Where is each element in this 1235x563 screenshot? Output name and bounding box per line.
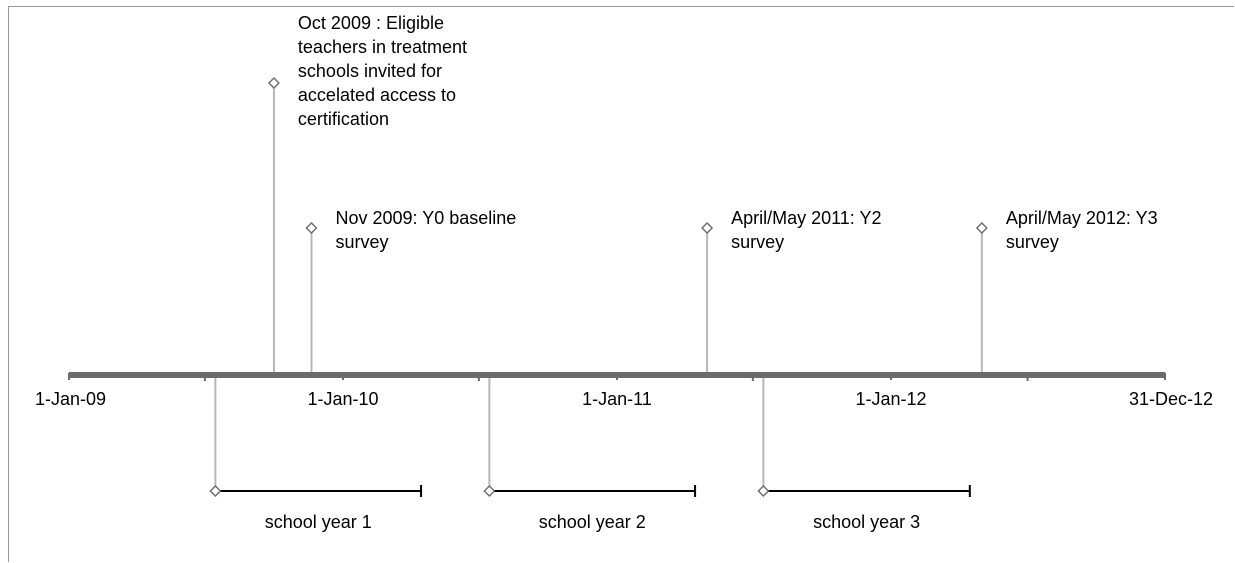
period-start-marker — [757, 485, 770, 497]
event-label: Nov 2009: Y0 baseline — [335, 208, 516, 228]
period-label: school year 3 — [813, 512, 920, 532]
event-label: survey — [731, 232, 784, 252]
axis-tick-label: 31-Dec-12 — [1129, 389, 1213, 409]
event-marker — [701, 222, 714, 234]
period-label: school year 2 — [539, 512, 646, 532]
event-label: April/May 2011: Y2 — [731, 208, 881, 228]
event-label: April/May 2012: Y3 — [1006, 208, 1158, 228]
event-label: accelated access to — [298, 85, 456, 105]
event-marker — [305, 222, 318, 234]
axis-tick-label: 1-Jan-12 — [855, 389, 926, 409]
period-start-marker — [483, 485, 496, 497]
event-label: teachers in treatment — [298, 37, 467, 57]
event-label: survey — [1006, 232, 1059, 252]
timeline-frame — [8, 6, 1234, 562]
axis-tick-label: 1-Jan-09 — [35, 389, 106, 409]
event-label: Oct 2009 : Eligible — [298, 13, 444, 33]
axis-tick-label: 1-Jan-11 — [582, 389, 652, 409]
event-marker — [975, 222, 988, 234]
event-label: schools invited for — [298, 61, 442, 81]
event-label: certification — [298, 109, 389, 129]
event-label: survey — [335, 232, 388, 252]
axis-tick-label: 1-Jan-10 — [307, 389, 378, 409]
period-start-marker — [209, 485, 222, 497]
period-label: school year 1 — [265, 512, 372, 532]
event-marker — [267, 77, 280, 89]
